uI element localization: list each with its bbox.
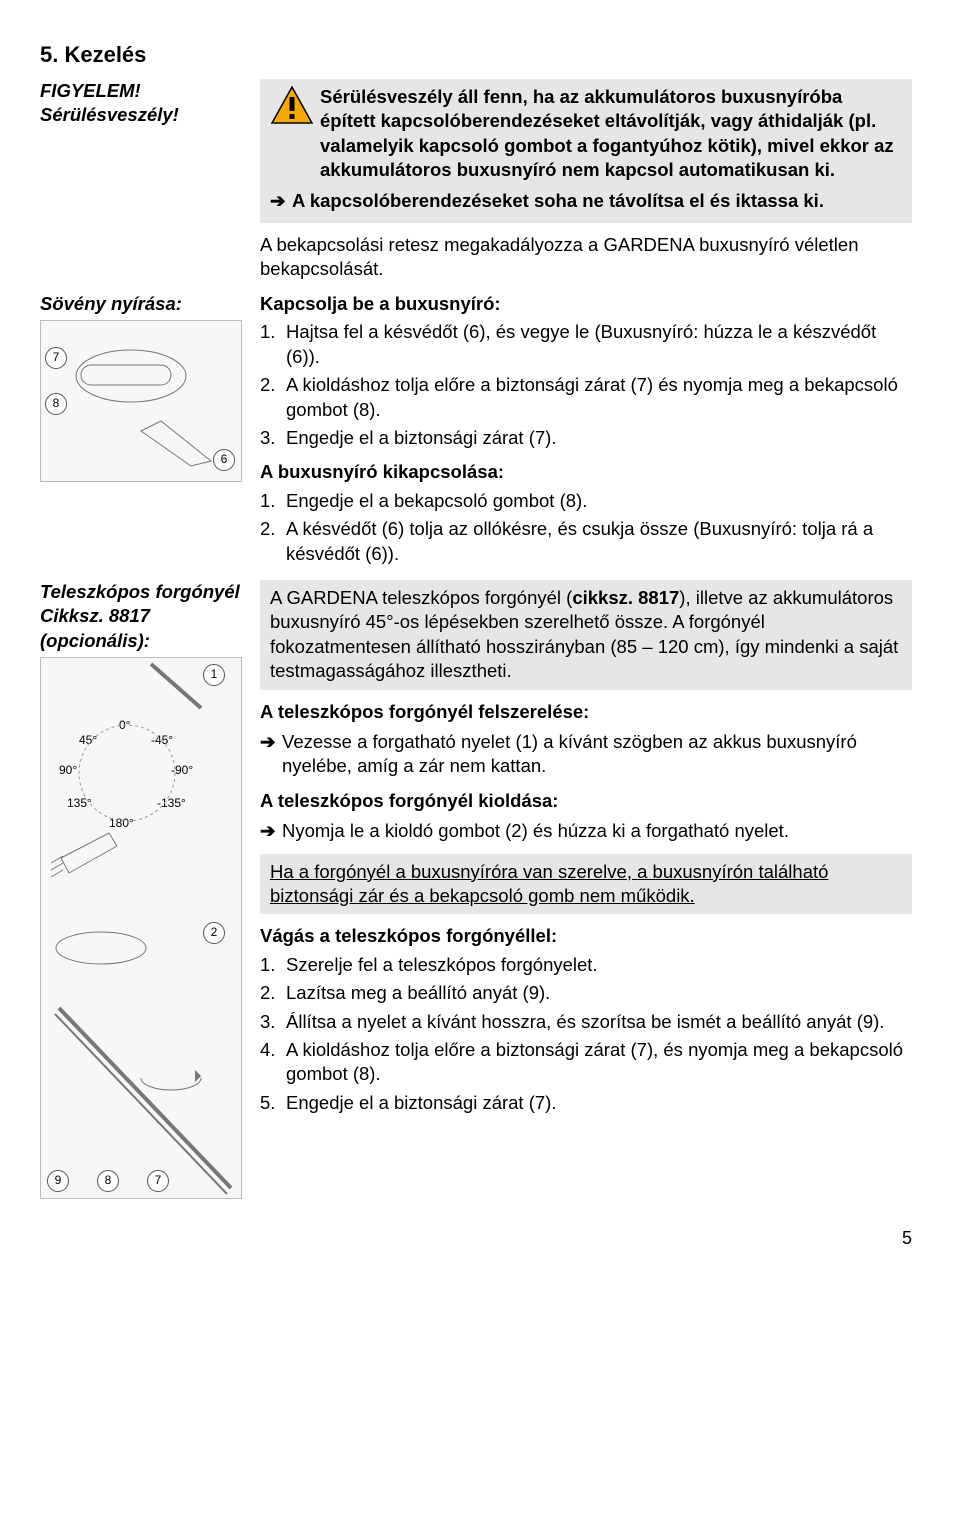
tele-label-1: Teleszkópos forgónyél [40, 580, 260, 604]
bekapcs-title: Kapcsolja be a buxusnyíró: [260, 292, 912, 316]
warning-triangle-icon [270, 85, 314, 125]
warning-paragraph: Sérülésveszély áll fenn, ha az akkumulát… [320, 85, 902, 183]
warning-box: Sérülésveszély áll fenn, ha az akkumulát… [260, 79, 912, 223]
list-number: 1. [260, 489, 286, 513]
device-diagram-image: 7 8 6 [40, 320, 242, 482]
soveny-label: Sövény nyírása: [40, 292, 260, 316]
felsze-title: A teleszkópos forgónyél felszerelése: [260, 700, 912, 724]
list-number: 1. [260, 953, 286, 977]
tele-label-3: (opcionális): [40, 629, 260, 653]
tele-intro-block: A GARDENA teleszkópos forgónyél (cikksz.… [260, 580, 912, 690]
underline-block: Ha a forgónyél a buxusnyíróra van szerel… [260, 854, 912, 915]
list-number: 5. [260, 1091, 286, 1115]
list-item: Engedje el a biztonsági zárat (7). [286, 1091, 912, 1115]
arrow-icon: ➔ [260, 730, 282, 754]
list-number: 3. [260, 1010, 286, 1034]
arrow-icon: ➔ [270, 189, 292, 213]
list-item: Lazítsa meg a beállító anyát (9). [286, 981, 912, 1005]
list-number: 4. [260, 1038, 286, 1062]
list-item: A kioldáshoz tolja előre a biztonsági zá… [286, 373, 912, 422]
list-item: A kioldáshoz tolja előre a biztonsági zá… [286, 1038, 912, 1087]
warning-arrow-text: A kapcsolóberendezéseket soha ne távolít… [292, 189, 902, 213]
list-item: Engedje el a bekapcsoló gombot (8). [286, 489, 912, 513]
serulesveszely-label: Sérülésveszély! [40, 103, 260, 127]
tele-intro-a: A GARDENA teleszkópos forgónyél ( [270, 587, 572, 608]
list-item: Állítsa a nyelet a kívánt hosszra, és sz… [286, 1010, 912, 1034]
list-item: Szerelje fel a teleszkópos forgónyelet. [286, 953, 912, 977]
underline-text: Ha a forgónyél a buxusnyíróra van szerel… [270, 861, 828, 906]
list-item: A késvédőt (6) tolja az ollókésre, és cs… [286, 517, 912, 566]
kiold-arrow-text: Nyomja le a kioldó gombot (2) és húzza k… [282, 819, 912, 843]
lockout-paragraph: A bekapcsolási retesz megakadályozza a G… [260, 233, 912, 282]
telescopic-diagram-image: 1 2 8 7 9 0° 45° -45° 90° -90° 135° -135… [40, 657, 242, 1199]
tele-label-2: Cikksz. 8817 [40, 604, 260, 628]
list-number: 3. [260, 426, 286, 450]
list-item: Engedje el a biztonsági zárat (7). [286, 426, 912, 450]
list-number: 2. [260, 373, 286, 397]
list-item: Hajtsa fel a késvédőt (6), és vegye le (… [286, 320, 912, 369]
felsze-arrow-text: Vezesse a forgatható nyelet (1) a kívánt… [282, 730, 912, 779]
vagas-title: Vágás a teleszkópos forgónyéllel: [260, 924, 912, 948]
list-number: 2. [260, 981, 286, 1005]
page-number: 5 [40, 1227, 912, 1251]
arrow-icon: ➔ [260, 819, 282, 843]
figyelem-label: FIGYELEM! [40, 79, 260, 103]
section-title: 5. Kezelés [40, 40, 912, 69]
kikapcs-title: A buxusnyíró kikapcsolása: [260, 460, 912, 484]
tele-intro-b: cikksz. 8817 [572, 587, 679, 608]
kiold-title: A teleszkópos forgónyél kioldása: [260, 789, 912, 813]
list-number: 2. [260, 517, 286, 541]
list-number: 1. [260, 320, 286, 344]
